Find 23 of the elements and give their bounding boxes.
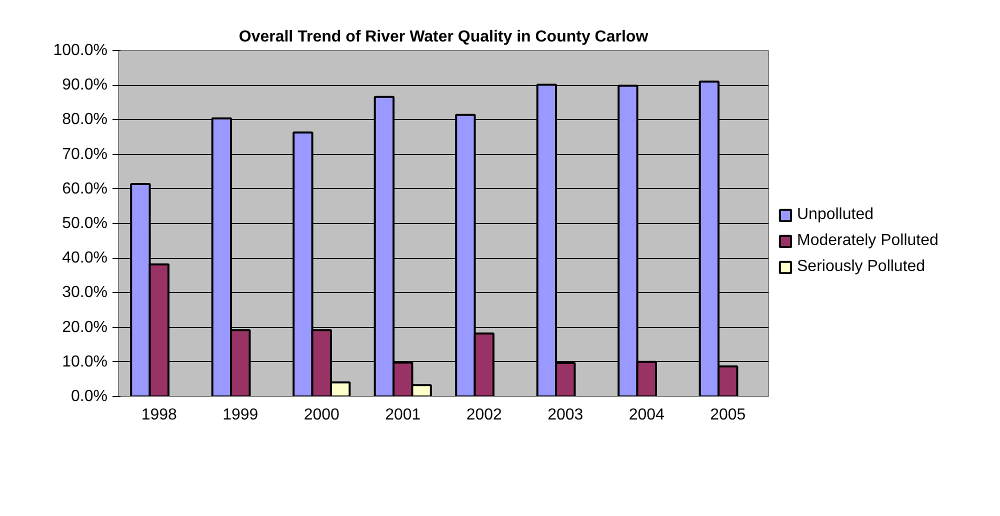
y-tick-label: 100.0%	[53, 42, 108, 59]
x-tick-label: 2000	[304, 406, 340, 424]
x-tick-label: 2001	[385, 406, 421, 424]
y-tick-label: 0.0%	[71, 388, 108, 405]
chart-title: Overall Trend of River Water Quality in County Carlow	[238, 28, 649, 46]
x-tick-label: 2003	[548, 406, 584, 424]
x-tick-label: 1999	[222, 406, 258, 424]
y-tick-label: 60.0%	[62, 180, 108, 198]
y-tick-label: 70.0%	[62, 146, 108, 163]
y-tick-label: 50.0%	[62, 215, 108, 232]
legend-label: Seriously Polluted	[797, 258, 926, 276]
y-tick-label: 80.0%	[62, 111, 108, 128]
x-tick-label: 2002	[466, 406, 502, 424]
x-tick-label: 2005	[710, 406, 746, 424]
y-tick-label: 30.0%	[62, 284, 108, 302]
y-tick-label: 40.0%	[62, 250, 108, 267]
legend-label: Moderately Polluted	[797, 232, 938, 250]
x-tick-label: 1998	[141, 406, 178, 424]
y-tick-label: 20.0%	[62, 318, 108, 336]
x-tick-label: 2004	[628, 406, 665, 424]
y-tick-label: 90.0%	[62, 76, 108, 94]
y-tick-label: 10.0%	[62, 353, 108, 370]
legend-label: Unpolluted	[797, 206, 874, 224]
